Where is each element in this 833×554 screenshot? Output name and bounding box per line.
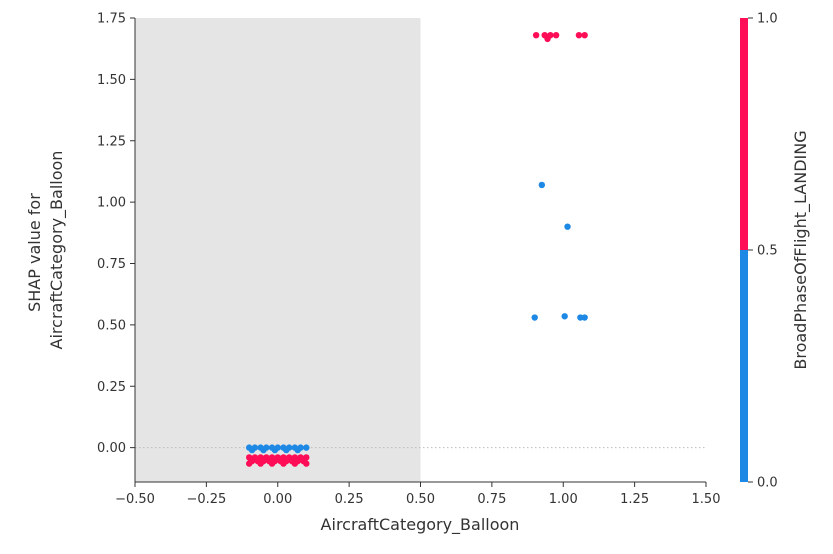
x-tick-label: 1.50 — [692, 492, 721, 507]
scatter-point — [248, 446, 256, 454]
colorbar-ticks: 0.0 0.5 1.0 — [748, 12, 778, 491]
scatter-point — [303, 460, 310, 467]
x-ticks: −0.50 −0.25 0.00 0.25 0.50 0.75 1.00 1.25 1.50 — [115, 482, 720, 507]
scatter-point — [257, 460, 264, 467]
y-tick-label: 0.00 — [97, 441, 126, 456]
x-tick-label: 0.00 — [263, 492, 292, 507]
scatter-points — [246, 31, 588, 467]
scatter-point — [260, 446, 267, 454]
x-tick-label: −0.50 — [115, 492, 155, 507]
colorbar-tick-label: 0.0 — [757, 476, 778, 491]
y-tick-label: 1.50 — [97, 73, 126, 88]
y-axis-title-line-2: AircraftCategory_Balloon — [47, 151, 67, 350]
y-tick-label: 1.75 — [97, 12, 126, 27]
x-tick-label: 0.75 — [477, 492, 506, 507]
scatter-point — [303, 444, 310, 451]
x-tick-label: 1.00 — [549, 492, 578, 507]
y-tick-label: 0.25 — [97, 380, 126, 395]
scatter-point — [283, 446, 290, 454]
x-tick-label: 0.25 — [335, 492, 364, 507]
x-tick-label: 0.50 — [406, 492, 435, 507]
scatter-point — [291, 460, 299, 467]
scatter-point — [547, 31, 554, 39]
scatter-point — [552, 31, 560, 39]
scatter-point — [581, 314, 588, 321]
colorbar-tick-label: 0.5 — [757, 244, 778, 259]
colorbar-tick-label: 1.0 — [757, 12, 778, 27]
scatter-point — [280, 460, 287, 467]
scatter-point — [564, 223, 571, 230]
y-tick-label: 0.75 — [97, 257, 126, 272]
scatter-point — [581, 31, 588, 39]
colorbar-label: BroadPhaseOfFlight_LANDING — [791, 130, 811, 369]
scatter-point — [271, 446, 279, 454]
shaded-region — [135, 18, 421, 482]
scatter-point — [575, 31, 583, 39]
scatter-point — [532, 31, 540, 39]
scatter-point — [268, 460, 276, 467]
scatter-point — [246, 460, 253, 467]
x-tick-label: −0.25 — [186, 492, 226, 507]
x-tick-label: 1.25 — [620, 492, 649, 507]
scatter-point — [294, 446, 301, 454]
y-axis-title: SHAP value for AircraftCategory_Balloon — [25, 151, 67, 350]
y-ticks: 0.00 0.25 0.50 0.75 1.00 1.25 1.50 1.75 — [97, 12, 135, 456]
colorbar — [740, 18, 748, 482]
scatter-point — [538, 181, 546, 189]
y-tick-label: 1.25 — [97, 134, 126, 149]
y-axis-title-line-1: SHAP value for — [25, 193, 44, 312]
scatter-point — [531, 314, 538, 321]
y-tick-label: 1.00 — [97, 196, 126, 211]
scatter-point — [561, 313, 568, 320]
x-axis-title: AircraftCategory_Balloon — [321, 515, 520, 535]
y-tick-label: 0.50 — [97, 318, 126, 333]
